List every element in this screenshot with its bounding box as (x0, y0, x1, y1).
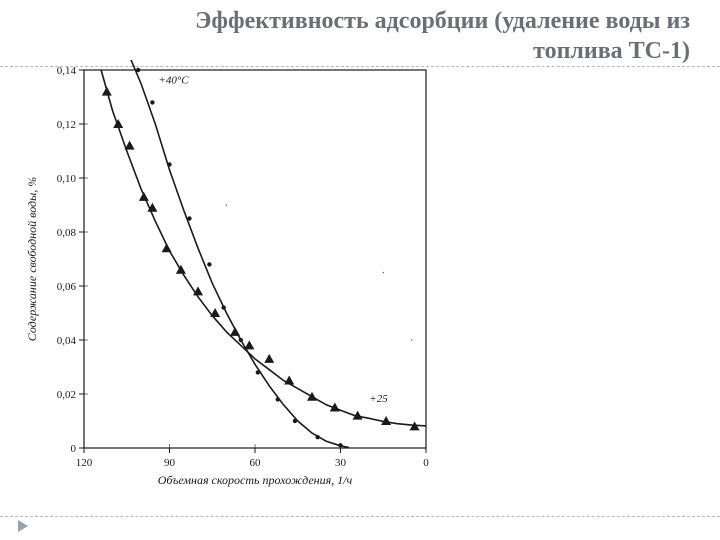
svg-text:Содержание свободной воды, %: Содержание свободной воды, % (25, 177, 39, 342)
svg-text:0,10: 0,10 (57, 173, 77, 185)
svg-text:60: 60 (250, 457, 262, 469)
adsorption-chart: 0 0,02 0,04 0,06 0,08 0,10 0,12 0,14 120 90 60 30 0 О… (16, 60, 446, 500)
divider-bottom (0, 516, 720, 517)
svg-text:0: 0 (423, 457, 429, 469)
chart-container: 0 0,02 0,04 0,06 0,08 0,10 0,12 0,14 120 90 60 30 0 О… (16, 60, 446, 500)
svg-text:+40°С: +40°С (158, 75, 189, 87)
play-icon (18, 520, 28, 532)
svg-text:0,04: 0,04 (57, 335, 77, 347)
svg-text:0,08: 0,08 (57, 227, 77, 239)
svg-text:0,06: 0,06 (57, 281, 77, 293)
svg-text:0,14: 0,14 (57, 65, 77, 77)
svg-text:90: 90 (164, 457, 176, 469)
slide: Эффективность адсорбции (удаление воды и… (0, 0, 720, 540)
svg-text:120: 120 (76, 457, 93, 469)
svg-text:0,12: 0,12 (57, 119, 76, 131)
svg-text:0: 0 (71, 443, 77, 455)
svg-text:0,02: 0,02 (57, 389, 76, 401)
svg-text:Объемная скорость прохождения,: Объемная скорость прохождения, 1/ч (158, 473, 353, 487)
slide-title: Эффективность адсорбции (удаление воды и… (100, 6, 690, 66)
svg-text:+25: +25 (369, 393, 388, 405)
svg-text:30: 30 (335, 457, 347, 469)
